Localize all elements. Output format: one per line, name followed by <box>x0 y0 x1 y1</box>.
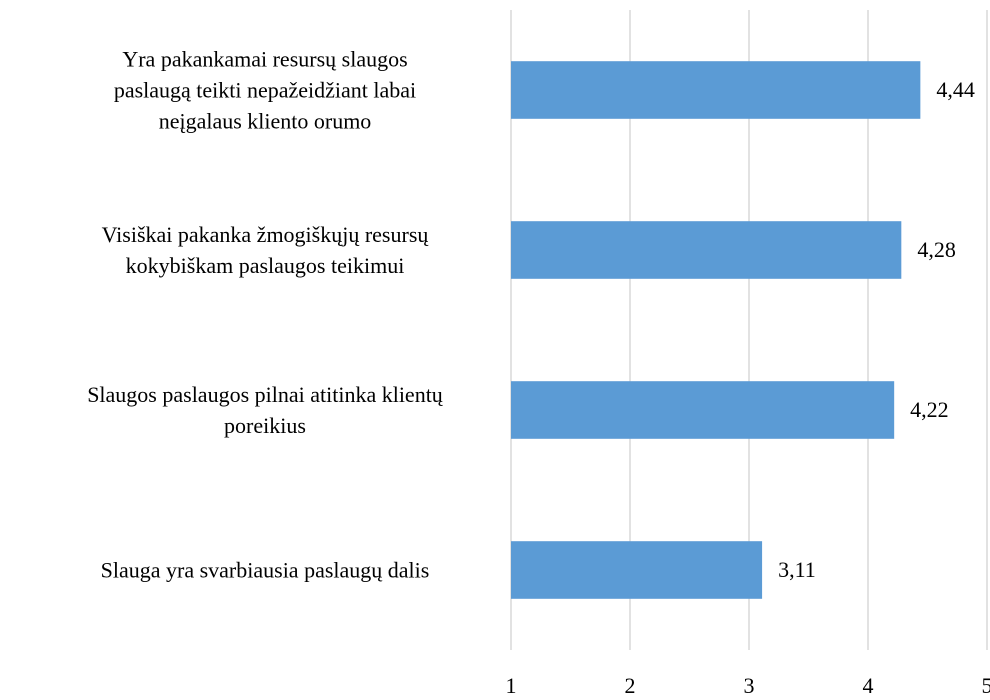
y-tick-label: Slauga yra svarbiausia paslaugų dalis <box>100 557 430 583</box>
x-tick-label: 4 <box>863 673 874 698</box>
value-label: 4,22 <box>910 397 949 422</box>
y-tick-label: Visiškai pakanka žmogiškųjų resursų koky… <box>101 222 429 278</box>
bar <box>511 541 763 599</box>
bar <box>511 61 921 119</box>
x-tick-label: 5 <box>982 673 990 698</box>
bar <box>511 381 895 439</box>
y-tick-label: Slaugos paslaugos pilnai atitinka klient… <box>87 382 443 438</box>
value-label: 4,28 <box>917 237 956 262</box>
value-label: 4,44 <box>936 77 975 102</box>
bar <box>511 221 902 279</box>
x-tick-label: 3 <box>744 673 755 698</box>
x-tick-label: 2 <box>625 673 636 698</box>
x-tick-label: 1 <box>506 673 517 698</box>
y-tick-label: Yra pakankamai resursų slaugos paslaugą … <box>113 46 417 134</box>
value-label: 3,11 <box>778 557 816 582</box>
